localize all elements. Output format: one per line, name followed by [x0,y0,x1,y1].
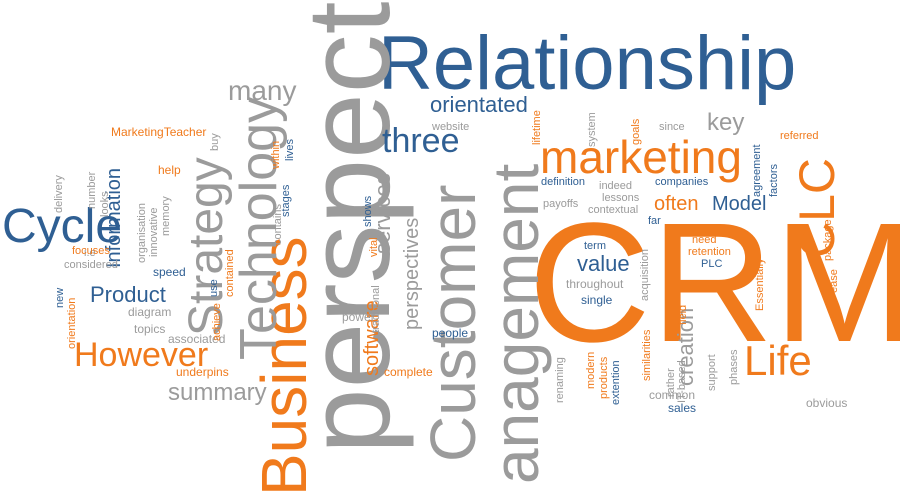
word-relationship: Relationship [378,21,797,106]
word-often: often [654,193,699,215]
word-far: far [648,215,661,227]
word-factors: factors [768,163,780,197]
word-since: since [659,121,685,133]
word-lifetime: lifetime [531,110,543,145]
word-number: number [86,171,98,209]
word-payoffs: payoffs [543,198,579,210]
word-vital: vital [368,237,380,257]
word-marketingteacher: MarketingTeacher [111,125,207,139]
word-indeed: indeed [599,180,633,192]
word-goals: goals [630,118,642,145]
word-traditional: traditional [370,285,382,333]
word-value: value [577,251,630,276]
word-summary: summary [168,379,267,406]
word-contains: contains [272,204,284,245]
word-products: products [598,356,610,399]
word-term: term [584,240,606,252]
word-help: help [158,163,181,177]
word-anagement: anagement [480,163,552,484]
word-however: However [74,336,209,374]
word-shows: shows [362,195,374,227]
word-many: many [228,75,297,106]
word-focuses: focuses [72,245,110,257]
word-phases: phases [728,349,740,385]
word-obvious: obvious [806,396,848,410]
word-lives: lives [284,138,296,161]
word-plc: PLC [701,258,723,270]
word-product: Product [90,282,166,307]
word-three: three [382,122,460,160]
word-lessons: lessons [602,192,640,204]
word-underpins: underpins [176,365,229,379]
word-new: new [54,287,66,308]
word-memory: memory [160,196,172,236]
word-model: Model [712,193,767,215]
word-ie: i.e [84,247,96,259]
word-marketing: marketing [540,131,742,183]
word-sales: sales [668,401,697,415]
word-similarities: similarities [641,329,653,381]
word-cycle: Cycle [2,200,123,253]
word-complete: complete [384,365,433,379]
word-single: single [581,293,613,307]
word-life: Life [744,337,812,384]
word-contained: contained [224,249,236,297]
word-crm: CRM [528,188,900,378]
word-ease: ease [828,269,840,293]
word-delivery: delivery [53,175,65,213]
word-system: system [586,112,598,147]
word-use: use [208,279,220,297]
word-extention: extention [610,360,622,405]
word-power: power [342,310,375,324]
word-perspectives: perspectives [401,217,423,330]
word-package: package [822,219,834,261]
word-customer: Customer [417,184,489,462]
word-orientated: orientated [430,92,528,117]
word-definition: definition [541,176,586,188]
word-field: field [677,304,689,325]
word-need: need [692,234,717,246]
word-contextual: contextual [588,204,639,216]
word-looks: looks [99,191,111,217]
word-essentially: Essentially [754,258,766,311]
word-agreement: agreement [751,144,763,197]
word-achieve: achieve [211,303,223,341]
word-itbased: IT-based [676,360,688,403]
word-associated: associated [168,332,226,346]
word-referred: referred [780,130,819,142]
word-innovative: innovative [148,207,160,257]
word-acquisition: acquisition [639,249,651,301]
word-diagram: diagram [128,305,172,319]
word-modern: modern [585,351,597,389]
word-buy: buy [209,133,221,151]
word-common: common [649,388,696,402]
word-topics: topics [134,322,166,336]
word-organisation: organisation [136,203,148,263]
word-retention: retention [688,246,731,258]
word-website: website [432,121,470,133]
word-renaming: renaming [554,357,566,403]
word-speed: speed [153,265,186,279]
word-clc: CLC [789,157,845,258]
word-strategy: Strategy [180,157,233,336]
word-people: people [432,326,469,340]
word-within: within [270,140,282,169]
word-throughout: throughout [566,277,624,291]
word-key: key [707,109,745,136]
word-orientation: orientation [66,297,78,349]
word-companies: companies [655,176,709,188]
word-support: support [706,354,718,391]
word-considered: considered [64,259,118,271]
